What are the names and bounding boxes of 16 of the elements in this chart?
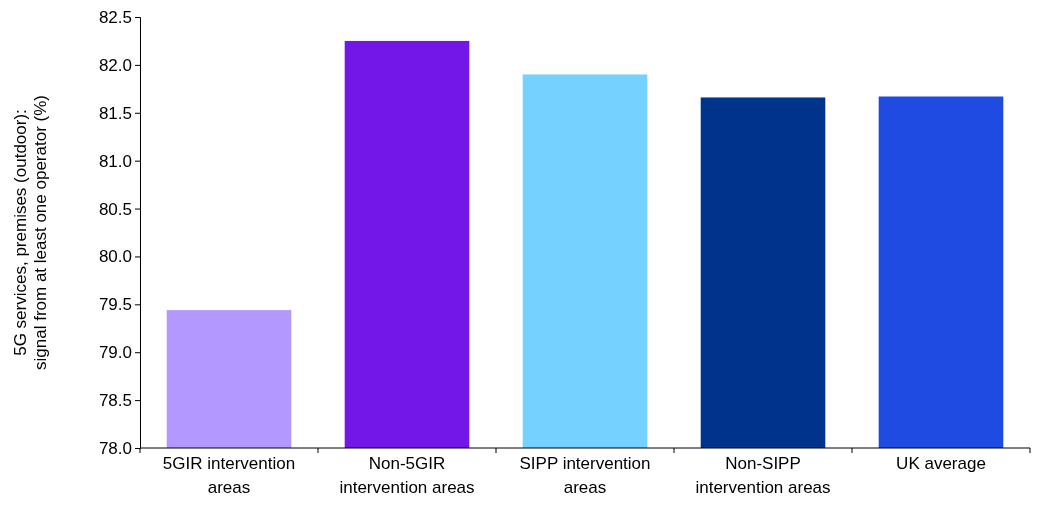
x-tick-label: Non-5GIR intervention areas <box>339 454 475 497</box>
y-tick-label: 82.0 <box>98 55 132 75</box>
y-tick-label: 81.5 <box>98 103 132 123</box>
x-tick-label: Non-SIPP intervention areas <box>695 454 831 497</box>
y-tick-label: 78.0 <box>98 438 132 458</box>
y-tick-label: 81.0 <box>98 151 132 171</box>
y-tick-label: 79.5 <box>98 295 132 315</box>
y-tick-label: 80.0 <box>98 247 132 267</box>
y-axis-title: 5G services, premises (outdoor): signal from at least one operator (%) <box>11 95 50 370</box>
x-tick-label: UK average <box>896 454 986 473</box>
y-tick-label: 80.5 <box>98 199 132 219</box>
y-tick-label: 82.5 <box>98 7 132 27</box>
y-tick-label: 78.5 <box>98 391 132 411</box>
x-tick-label: SIPP intervention areas <box>519 454 651 497</box>
x-tick-label: 5GIR intervention areas <box>162 454 296 497</box>
y-tick-label: 79.0 <box>98 343 132 363</box>
